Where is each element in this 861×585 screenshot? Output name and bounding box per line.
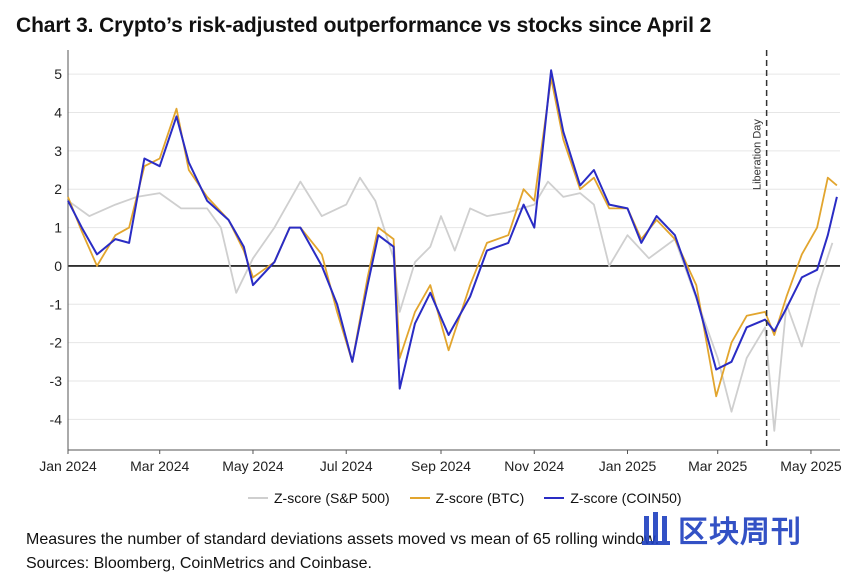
legend-label-btc: Z-score (BTC) [435, 490, 525, 506]
chart-footnote: Measures the number of standard deviatio… [26, 528, 659, 576]
x-tick-label: Sep 2024 [411, 458, 471, 474]
y-tick-label: -3 [50, 373, 63, 389]
footnote-sources: Sources: Bloomberg, CoinMetrics and Coin… [26, 555, 372, 572]
legend-item-btc: Z-score (BTC) [409, 490, 525, 506]
x-tick-label: Mar 2024 [130, 458, 189, 474]
legend-swatch-btc [409, 497, 430, 499]
legend-swatch-sp500 [248, 497, 268, 499]
series-line-2 [67, 69, 838, 390]
legend-item-coin50: Z-score (COIN50) [544, 490, 682, 506]
y-tick-label: -2 [50, 335, 63, 351]
x-tick-label: May 2024 [222, 458, 284, 474]
y-tick-label: 2 [54, 181, 62, 197]
y-tick-label: 4 [54, 105, 62, 121]
x-tick-label: May 2025 [780, 458, 842, 474]
series-line-0 [67, 176, 834, 432]
watermark-logo-icon [642, 512, 670, 545]
chart-title: Chart 3. Crypto’s risk-adjusted outperfo… [16, 14, 712, 37]
x-tick-label: Jan 2024 [39, 458, 97, 474]
y-tick-label: 3 [54, 143, 62, 159]
x-tick-label: Jan 2025 [599, 458, 657, 474]
legend-swatch-coin50 [544, 497, 565, 499]
y-tick-label: 1 [54, 220, 62, 236]
x-tick-label: Nov 2024 [504, 458, 564, 474]
watermark: 区块周刊 [642, 507, 802, 551]
y-tick-label: -4 [50, 411, 63, 427]
y-tick-label: 5 [54, 66, 62, 82]
y-tick-label: 0 [54, 258, 62, 274]
legend-label-coin50: Z-score (COIN50) [570, 490, 682, 506]
footnote-methodology: Measures the number of standard deviatio… [26, 531, 660, 548]
annotation-label: Liberation Day [752, 119, 764, 190]
y-tick-label: -1 [50, 296, 63, 312]
legend: Z-score (S&P 500) Z-score (BTC) Z-score … [248, 490, 682, 506]
series-line-1 [67, 77, 838, 398]
x-tick-label: Jul 2024 [320, 458, 373, 474]
x-tick-label: Mar 2025 [688, 458, 747, 474]
legend-label-sp500: Z-score (S&P 500) [274, 490, 390, 506]
watermark-text: 区块周刊 [678, 516, 802, 549]
legend-item-sp500: Z-score (S&P 500) [248, 490, 390, 506]
